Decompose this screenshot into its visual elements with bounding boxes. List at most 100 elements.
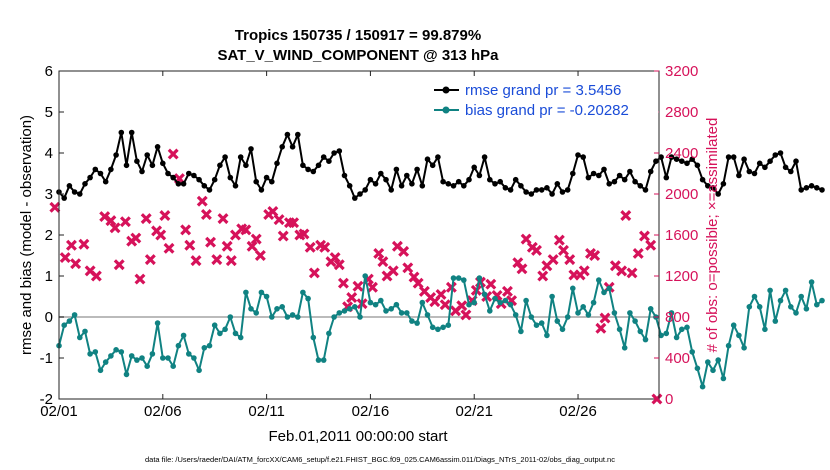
rmse-data-point [222, 154, 228, 160]
assimilated-obs-marker [49, 201, 61, 213]
bias-data-point [782, 287, 789, 294]
left-y-tick-label: 0 [45, 309, 53, 326]
assimilated-obs-marker [460, 309, 472, 321]
rmse-data-point [113, 152, 119, 158]
x-axis-label: Feb.01,2011 00:00:00 start [268, 428, 448, 445]
left-y-tick-label: 4 [45, 145, 53, 162]
rmse-data-point [788, 168, 794, 175]
assimilated-obs-marker [144, 254, 156, 266]
data-file-footnote: data file: /Users/raeder/DAI/ATM_forcXX/… [145, 455, 615, 464]
rmse-data-point [206, 187, 213, 193]
assimilated-obs-marker [304, 241, 316, 253]
bias-data-point [461, 277, 467, 283]
assimilated-obs-marker [217, 213, 229, 225]
bias-data-point [533, 322, 540, 329]
bias-data-point [658, 332, 664, 339]
left-y-tick-label: -1 [40, 350, 53, 367]
bias-data-point [310, 334, 317, 341]
bias-data-point [305, 295, 311, 302]
rmse-data-point [248, 146, 254, 152]
bias-data-point [300, 289, 306, 296]
assimilated-obs-marker [319, 241, 331, 253]
bias-data-point [621, 345, 628, 351]
rmse-data-point [725, 154, 732, 160]
bias-data-point [87, 351, 93, 357]
rmse-data-point [533, 187, 540, 193]
bias-data-point [82, 328, 88, 335]
rmse-data-point [118, 129, 125, 136]
rmse-data-point [388, 187, 395, 193]
bias-data-point [684, 324, 690, 331]
assimilated-obs-marker [105, 215, 117, 227]
rmse-data-point [97, 170, 104, 177]
assimilated-obs-marker [298, 228, 310, 240]
rmse-data-point [165, 170, 171, 177]
rmse-data-point [160, 160, 166, 167]
bias-data-point [206, 342, 213, 349]
bias-data-point [160, 355, 166, 361]
rmse-data-point [793, 158, 799, 164]
assimilated-obs-marker [564, 254, 576, 266]
bias-data-point [596, 277, 602, 283]
legend-rmse-marker [442, 86, 450, 94]
rmse-data-point [134, 158, 140, 164]
bias-data-point [336, 310, 343, 316]
rmse-data-point [544, 185, 550, 191]
rmse-data-point [77, 191, 83, 197]
rmse-data-point [191, 172, 197, 179]
rmse-data-point [362, 187, 369, 193]
bias-data-point [606, 285, 612, 292]
assimilated-obs-marker [109, 222, 121, 234]
bias-data-point [175, 342, 182, 349]
bias-data-point [139, 355, 145, 361]
assimilated-obs-marker [180, 224, 192, 236]
rmse-data-point [445, 181, 452, 187]
rmse-data-point [414, 166, 420, 173]
bias-data-point [575, 310, 581, 316]
assimilated-obs-marker [225, 255, 237, 267]
assimilated-obs-marker [288, 217, 300, 229]
rmse-data-point [232, 183, 239, 189]
bias-data-point [601, 289, 607, 296]
rmse-data-point [481, 154, 488, 160]
bias-data-point [66, 318, 73, 324]
bias-data-point [274, 306, 280, 312]
bias-data-point [559, 326, 566, 333]
rmse-data-point [154, 144, 161, 150]
bias-data-point [128, 353, 135, 359]
bias-data-point [227, 314, 234, 320]
rmse-data-point [549, 191, 555, 197]
bias-data-point [289, 312, 296, 318]
assimilated-obs-marker [578, 265, 590, 277]
assimilated-obs-marker [273, 214, 285, 226]
bias-data-point [803, 306, 810, 312]
rmse-data-point [326, 158, 332, 164]
bias-data-point [570, 285, 576, 292]
rmse-data-point [689, 156, 695, 162]
assimilated-obs-marker [352, 280, 364, 292]
bias-data-point [357, 314, 363, 320]
bias-data-point [165, 355, 171, 361]
rmse-data-point [429, 162, 436, 169]
bias-data-point [315, 357, 322, 363]
rmse-data-point [705, 183, 711, 189]
bias-data-point [455, 275, 462, 281]
rmse-data-point [559, 189, 566, 195]
rmse-data-point [320, 154, 327, 160]
legend-box [427, 77, 659, 122]
bias-data-point [284, 314, 291, 320]
rmse-data-point [123, 162, 130, 169]
rmse-data-point [673, 156, 680, 162]
assimilated-obs-marker [333, 259, 345, 271]
bias-data-point [762, 326, 768, 333]
bias-data-point [108, 353, 114, 359]
assimilated-obs-marker [337, 277, 349, 289]
bias-data-point [487, 308, 493, 314]
rmse-data-point [455, 178, 462, 185]
assimilated-obs-marker [240, 224, 252, 236]
bias-data-point [699, 383, 706, 390]
rmse-data-point [777, 150, 784, 156]
bias-data-point [554, 318, 561, 324]
bias-data-point [232, 330, 239, 337]
